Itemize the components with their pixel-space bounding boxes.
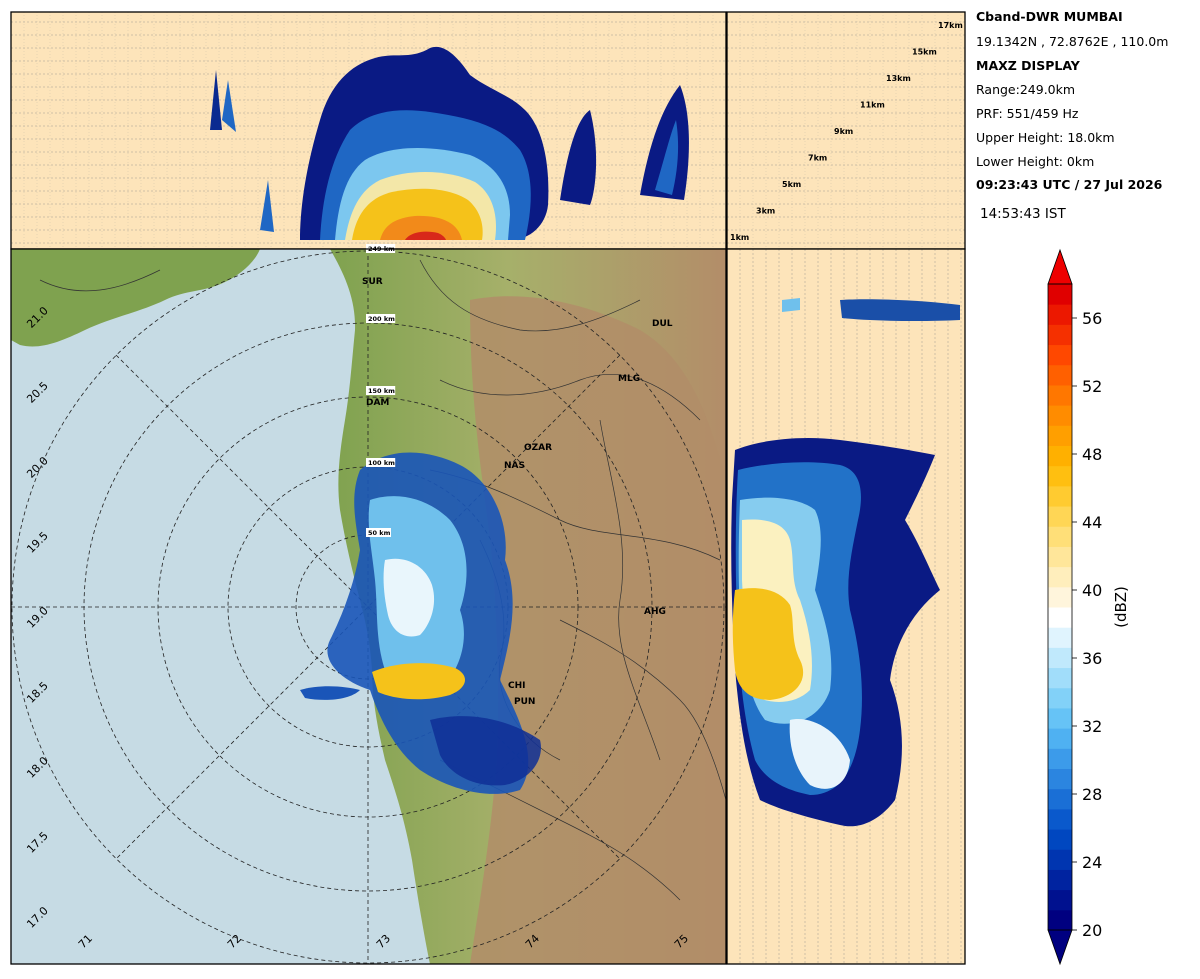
colorbar-segment — [1048, 384, 1072, 406]
top-echo-profile — [210, 46, 689, 240]
colorbar-segment — [1048, 425, 1072, 446]
range-ring-label-bg — [366, 314, 396, 323]
colorbar-segment — [1048, 506, 1072, 527]
colorbar-segment — [1048, 667, 1072, 689]
upper-height-value: Upper Height: 18.0km — [976, 130, 1115, 145]
colorbar-tick-label: 32 — [1082, 717, 1102, 736]
colorbar-segment — [1048, 586, 1072, 608]
colorbar-tick-label: 52 — [1082, 377, 1102, 396]
range-ring-label: 150 km — [368, 387, 395, 395]
display-type: MAXZ DISPLAY — [976, 58, 1080, 73]
map-echoes — [300, 452, 541, 794]
range-ring-label: 100 km — [368, 459, 395, 467]
colorbar-tick-label: 44 — [1082, 513, 1102, 532]
colorbar-tick-label: 48 — [1082, 445, 1102, 464]
colorbar-segment — [1048, 607, 1072, 628]
colorbar-segment — [1048, 748, 1072, 769]
colorbar-segment — [1048, 889, 1072, 911]
colorbar-tick-label: 56 — [1082, 309, 1102, 328]
height-label: 13km — [886, 74, 911, 83]
place-label: DUL — [652, 319, 673, 329]
colorbar-label: (dBZ) — [1112, 586, 1130, 628]
top-cross-section-panel — [10, 11, 727, 250]
range-ring-label: 50 km — [368, 529, 391, 537]
height-label: 7km — [808, 154, 827, 163]
place-label: NAS — [504, 461, 525, 471]
colorbar-segment — [1048, 405, 1072, 426]
station-location: 19.1342N , 72.8762E , 110.0m — [976, 34, 1169, 49]
place-label: SUR — [362, 277, 383, 287]
right-cross-section-panel — [726, 248, 966, 965]
colorbar-segment — [1048, 687, 1072, 709]
lower-height-value: Lower Height: 0km — [976, 154, 1095, 169]
colorbar-segments — [1048, 284, 1072, 931]
colorbar-max-arrow — [1047, 248, 1073, 285]
colorbar-tick-label: 40 — [1082, 581, 1102, 600]
colorbar-min-arrow — [1047, 929, 1073, 966]
colorbar-segment — [1048, 869, 1072, 891]
place-label: MLG — [618, 374, 640, 384]
utc-timestamp: 09:23:43 UTC / 27 Jul 2026 — [976, 177, 1163, 192]
colorbar-segment — [1048, 344, 1072, 366]
ist-timestamp: 14:53:43 IST — [980, 206, 1066, 222]
colorbar-segment — [1048, 364, 1072, 386]
place-label: PUN — [514, 697, 535, 707]
colorbar-segment — [1048, 546, 1072, 568]
height-scale-corner-panel: 1km 3km 5km 7km 9km 11km 13km 15km 17km — [726, 11, 966, 250]
plateau-region — [470, 296, 726, 964]
place-label: OZAR — [524, 443, 552, 453]
range-ring-label-bg — [366, 458, 396, 467]
colorbar-segment — [1048, 284, 1072, 305]
colorbar-segment — [1048, 465, 1072, 487]
place-labels: SUR DUL DAM MLG OZAR NAS AHG CHI PUN — [362, 277, 673, 707]
colorbar-segment — [1048, 829, 1072, 850]
prf-value: PRF: 551/459 Hz — [976, 106, 1079, 121]
colorbar-tick-label: 24 — [1082, 853, 1102, 872]
corner-height-labels: 1km 3km 5km 7km 9km 11km 13km 15km 17km — [730, 21, 963, 242]
range-value: Range:249.0km — [976, 82, 1076, 97]
height-label: 3km — [756, 207, 775, 216]
colorbar-tick-label: 28 — [1082, 785, 1102, 804]
colorbar-segment — [1048, 566, 1072, 588]
colorbar-segment — [1048, 324, 1072, 346]
place-label: DAM — [366, 398, 389, 408]
colorbar-segment — [1048, 768, 1072, 790]
colorbar-segment — [1048, 526, 1072, 547]
right-echo-profile — [731, 298, 960, 827]
colorbar-tick-label: 36 — [1082, 649, 1102, 668]
colorbar-tick-label: 20 — [1082, 921, 1102, 940]
height-label: 15km — [912, 48, 937, 57]
top-panel-vertical-gridlines — [23, 12, 714, 249]
corner-panel-gridlines — [727, 12, 965, 249]
colorbar-ticks: 20 24 28 32 36 40 44 48 52 56 — [1072, 309, 1102, 940]
colorbar-segment — [1048, 849, 1072, 870]
place-label: AHG — [644, 607, 666, 617]
map-panel: 21.020.520.019.519.018.518.017.517.0 71 7… — [10, 244, 727, 965]
place-label: CHI — [508, 681, 526, 691]
colorbar-segment — [1048, 909, 1072, 931]
height-label: 17km — [938, 21, 963, 30]
colorbar-segment — [1048, 485, 1072, 507]
station-name: Cband-DWR MUMBAI — [976, 9, 1123, 24]
height-label: 5km — [782, 180, 801, 189]
colorbar-segment — [1048, 707, 1072, 729]
colorbar-segment — [1048, 627, 1072, 648]
range-ring-label: 200 km — [368, 315, 395, 323]
colorbar-segment — [1048, 647, 1072, 669]
height-label: 9km — [834, 127, 853, 136]
height-label: 11km — [860, 101, 885, 110]
height-label: 1km — [730, 233, 749, 242]
colorbar-segment — [1048, 304, 1072, 325]
colorbar-segment — [1048, 788, 1072, 810]
range-ring-label-bg — [366, 386, 396, 395]
colorbar-segment — [1048, 445, 1072, 467]
colorbar: 20 24 28 32 36 40 44 48 52 56 (dBZ) — [1047, 248, 1130, 966]
gujarat-coast-land — [11, 249, 260, 347]
colorbar-segment — [1048, 728, 1072, 749]
range-ring-label-bg — [366, 528, 391, 537]
colorbar-segment — [1048, 808, 1072, 830]
